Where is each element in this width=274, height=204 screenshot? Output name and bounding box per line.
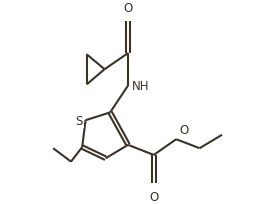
Text: O: O bbox=[179, 124, 188, 137]
Text: NH: NH bbox=[132, 80, 150, 93]
Text: O: O bbox=[149, 190, 158, 203]
Text: O: O bbox=[123, 2, 133, 15]
Text: S: S bbox=[75, 114, 83, 127]
